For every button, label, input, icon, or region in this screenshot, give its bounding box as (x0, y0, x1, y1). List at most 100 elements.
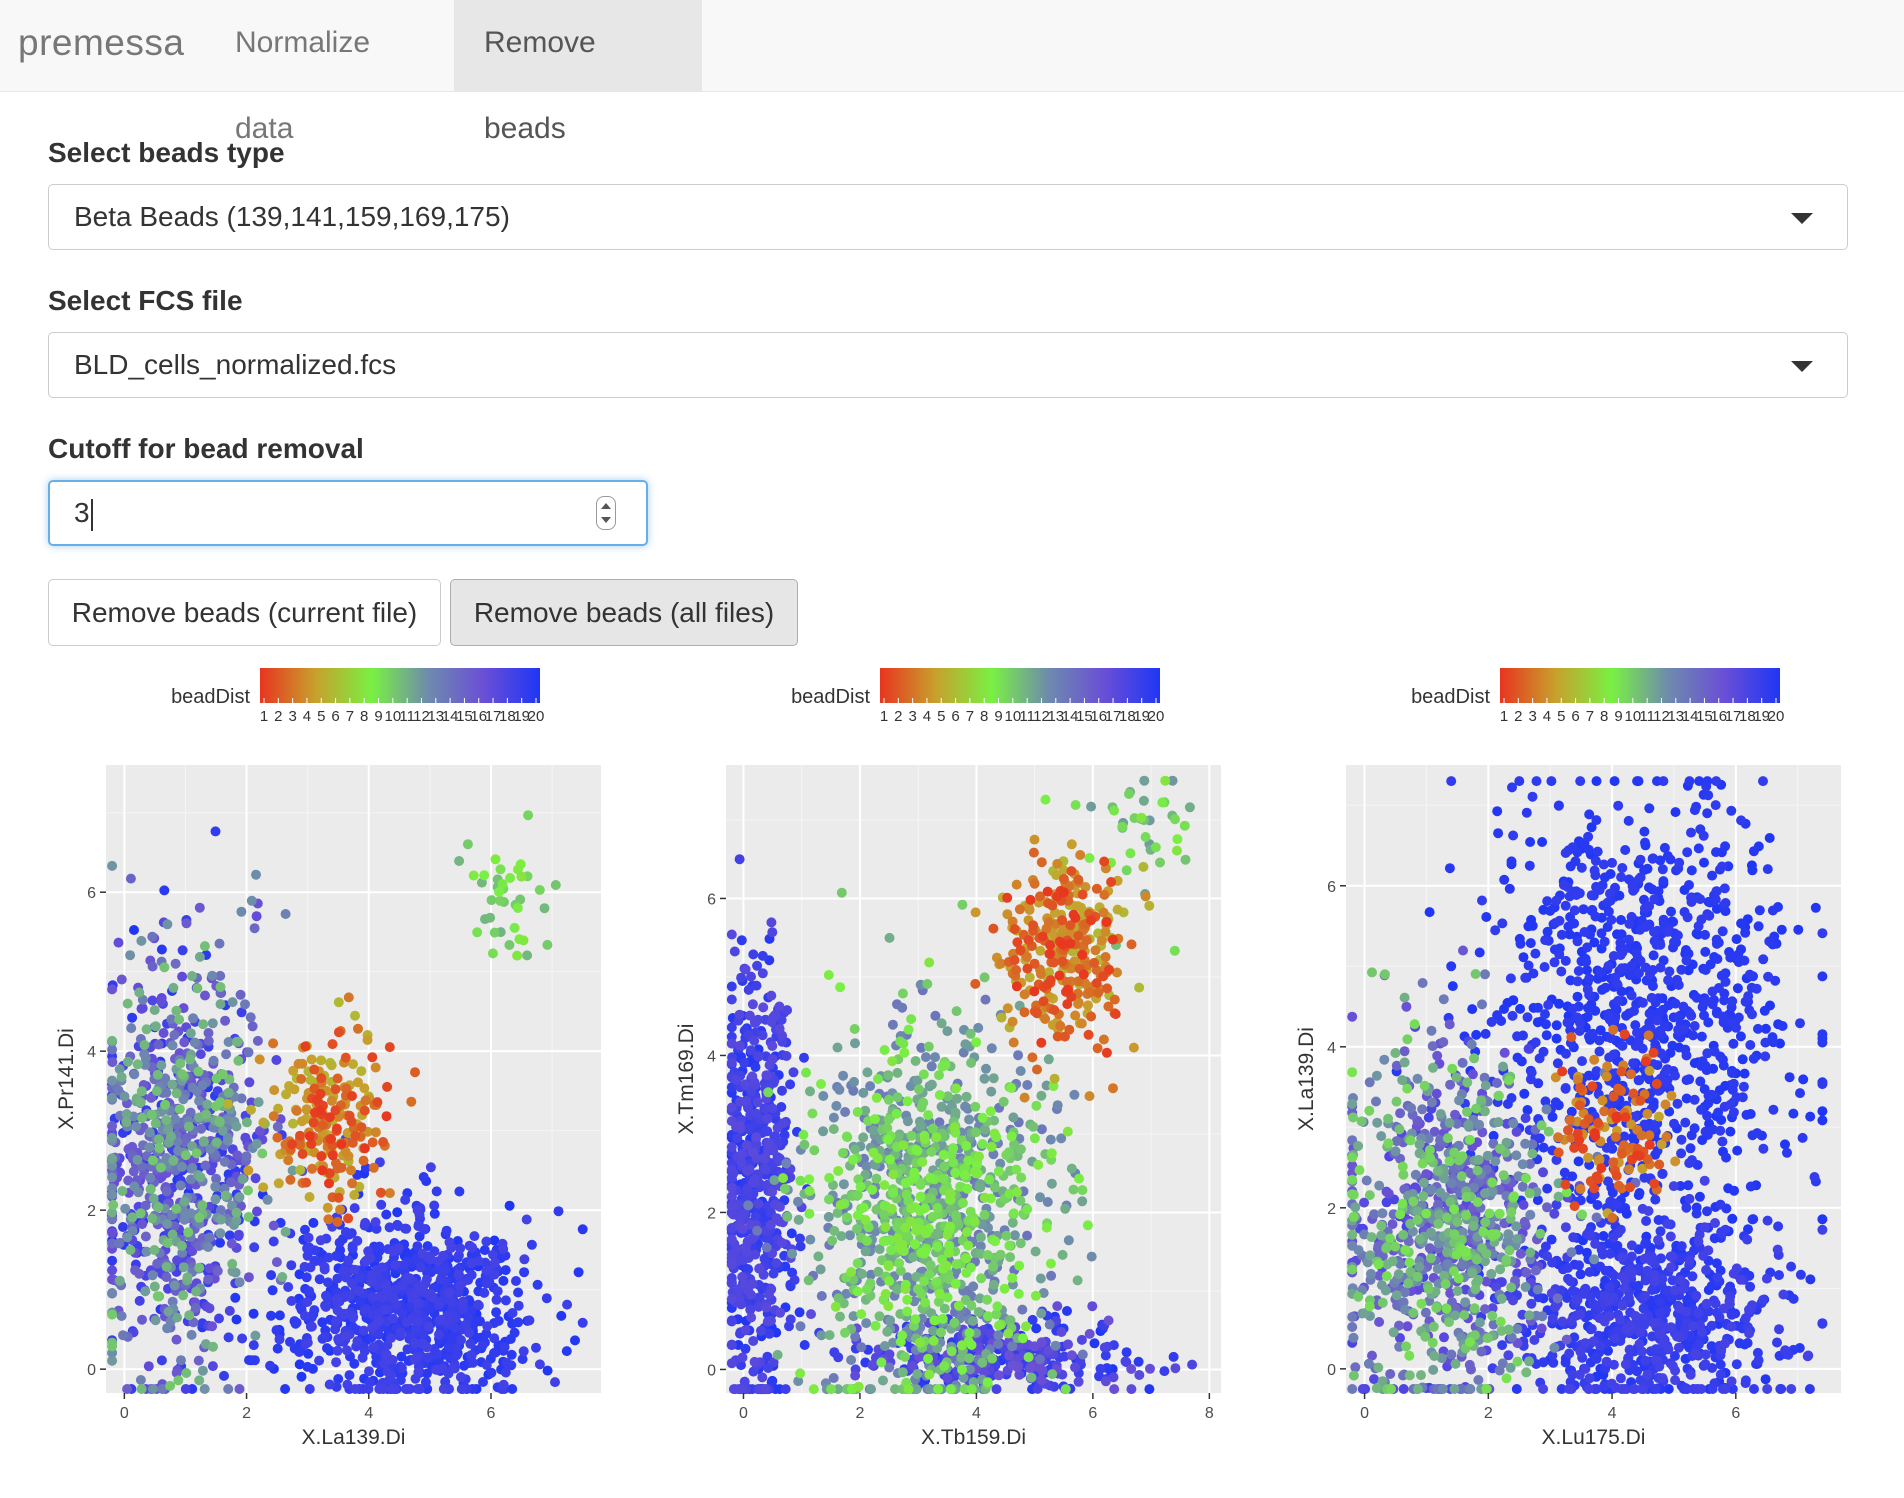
data-point (513, 1287, 524, 1298)
data-point (1066, 866, 1077, 877)
data-point (1019, 1092, 1030, 1103)
data-point (945, 1221, 955, 1232)
data-point (1172, 845, 1182, 856)
data-point (289, 1084, 300, 1095)
colorbar-tick-label: 13 (427, 708, 444, 725)
data-point (199, 1384, 210, 1394)
data-point (1106, 877, 1117, 887)
data-point (1121, 865, 1132, 876)
data-point (860, 1105, 871, 1116)
data-point (739, 1279, 750, 1290)
data-point (159, 885, 170, 896)
data-point (961, 1091, 972, 1102)
data-point (300, 1224, 310, 1235)
colorbar-tick-label: 3 (288, 708, 296, 725)
data-point (107, 1075, 118, 1086)
data-point (171, 1203, 182, 1214)
data-point (1532, 1195, 1543, 1206)
data-point (227, 1258, 238, 1269)
data-point (214, 1117, 225, 1128)
colorbar-tick-label: 15 (1076, 708, 1093, 725)
data-point (873, 1266, 884, 1277)
data-point (979, 1192, 990, 1203)
scatter-plot-1: beadDist 1 2 3 4 5 6 7 8 9 10 11 12 13 14 15 16 17 18 19 20 0… (0, 660, 620, 1450)
remove-beads-all-button[interactable]: Remove beads (all files) (450, 579, 798, 646)
beads-type-select[interactable]: Beta Beads (139,141,159,169,175) (48, 184, 1848, 250)
data-point (441, 1225, 452, 1236)
data-point (985, 1106, 996, 1117)
data-point (251, 869, 261, 880)
data-point (352, 1336, 363, 1347)
data-point (1025, 1362, 1036, 1373)
data-point (412, 1205, 423, 1216)
data-point (1077, 1196, 1088, 1207)
data-point (107, 1341, 118, 1352)
data-point (562, 1299, 573, 1310)
data-point (506, 1349, 517, 1360)
data-point (886, 1203, 897, 1214)
data-point (340, 1052, 351, 1063)
data-point (241, 1151, 252, 1162)
data-point (807, 1108, 818, 1119)
data-point (140, 1200, 151, 1211)
data-point (481, 1236, 492, 1247)
data-point (166, 1131, 176, 1142)
data-point (898, 1038, 909, 1049)
data-point (382, 1081, 393, 1092)
data-point (1817, 1106, 1828, 1117)
points (1347, 776, 1828, 1394)
data-point (272, 1121, 283, 1132)
data-point (1098, 971, 1109, 982)
spinner-up-icon[interactable] (601, 503, 611, 509)
data-point (1048, 1081, 1059, 1092)
data-point (287, 1139, 297, 1150)
data-point (973, 1307, 984, 1317)
data-point (327, 1039, 338, 1050)
data-point (1051, 870, 1062, 881)
remove-beads-current-button[interactable]: Remove beads (current file) (48, 579, 441, 646)
data-point (987, 1353, 998, 1364)
tab-normalize-data[interactable]: Normalize data (235, 26, 371, 145)
data-point (316, 1055, 327, 1066)
data-point (861, 1284, 872, 1295)
data-point (223, 1384, 234, 1394)
spinner-down-icon[interactable] (601, 517, 611, 523)
cutoff-input[interactable]: 3 (48, 480, 648, 546)
data-point (767, 1054, 778, 1065)
colorbar-tick-label: 4 (1543, 708, 1551, 725)
data-point (118, 1222, 128, 1232)
data-point (990, 1236, 1001, 1247)
data-point (1021, 951, 1032, 962)
data-point (246, 895, 257, 906)
data-point (921, 1228, 932, 1239)
data-point (838, 1070, 849, 1081)
y-tick-label: 2 (707, 1205, 716, 1222)
data-point (249, 1242, 260, 1253)
fcs-file-select[interactable]: BLD_cells_normalized.fcs (48, 332, 1848, 398)
data-point (497, 879, 508, 890)
data-point (965, 1028, 976, 1039)
data-point (746, 971, 756, 982)
data-point (203, 1028, 214, 1038)
colorbar-tick-label: 11 (1019, 708, 1035, 725)
data-point (145, 1184, 156, 1195)
colorbar-tick-label: 3 (908, 708, 916, 725)
data-point (940, 1060, 951, 1071)
data-point (729, 946, 740, 957)
data-point (372, 1097, 383, 1108)
number-spinner[interactable] (596, 496, 616, 530)
data-point (561, 1346, 572, 1357)
data-point (907, 1360, 918, 1371)
data-point (413, 1316, 424, 1327)
data-point (153, 1134, 164, 1145)
data-point (951, 1083, 961, 1094)
app-brand[interactable]: premessa (18, 22, 185, 63)
data-point (1109, 805, 1120, 816)
data-point (132, 1154, 143, 1165)
data-point (167, 1229, 178, 1240)
data-point (304, 1192, 315, 1202)
data-point (737, 1148, 748, 1159)
data-point (144, 1142, 155, 1153)
data-point (1098, 1034, 1109, 1045)
tab-remove-beads[interactable]: Remove beads (454, 0, 702, 145)
